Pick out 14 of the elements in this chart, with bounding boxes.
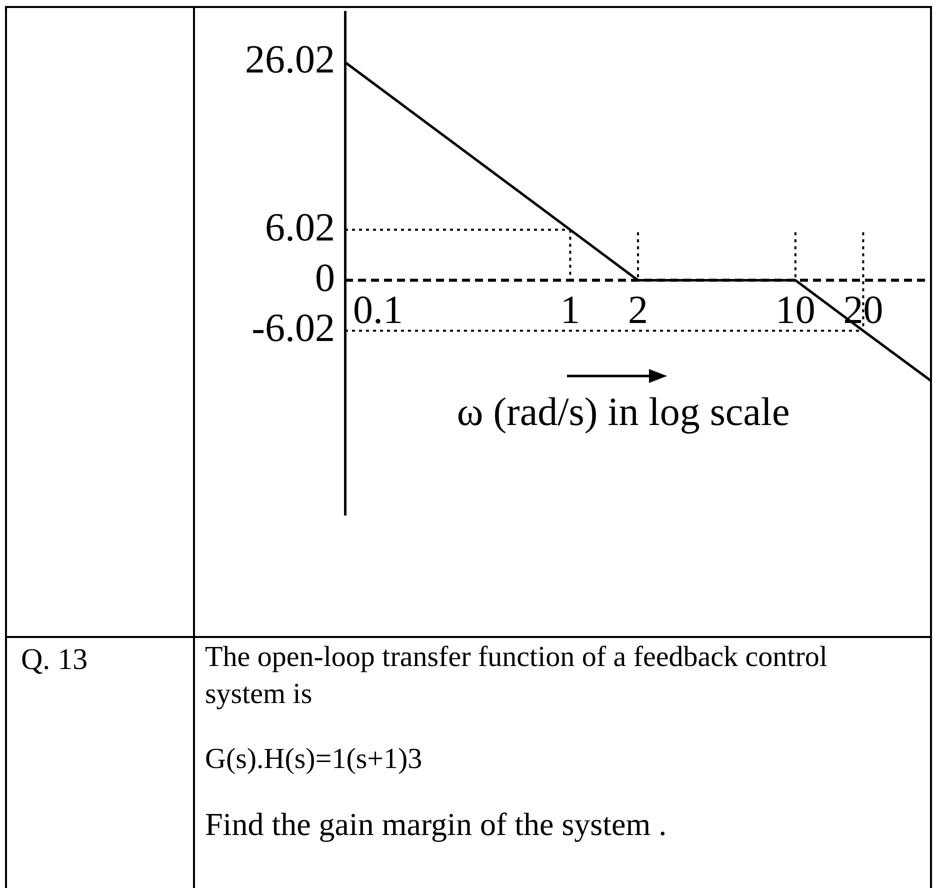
x-tick-label: 10 [775,286,816,332]
y-tick-label: 0 [315,254,335,300]
y-tick-label: 6.02 [265,204,335,250]
x-axis-title: ω (rad/s) in log scale [456,388,790,434]
x-tick-label: 0.1 [353,286,403,332]
y-tick-label: -6.02 [252,305,335,350]
text: G(s).H(s)=1(s+1)3 [205,742,424,777]
text: Find the gain margin of the system . [205,805,668,844]
x-tick-label: 2 [628,286,648,332]
text: The open-loop transfer function of a feedback control system is [205,640,828,712]
x-tick-label: 20 [843,286,884,332]
y-tick-label: 26.02 [245,36,335,82]
x-tick-label: 1 [560,286,580,332]
text: Q. 13 [21,642,88,678]
